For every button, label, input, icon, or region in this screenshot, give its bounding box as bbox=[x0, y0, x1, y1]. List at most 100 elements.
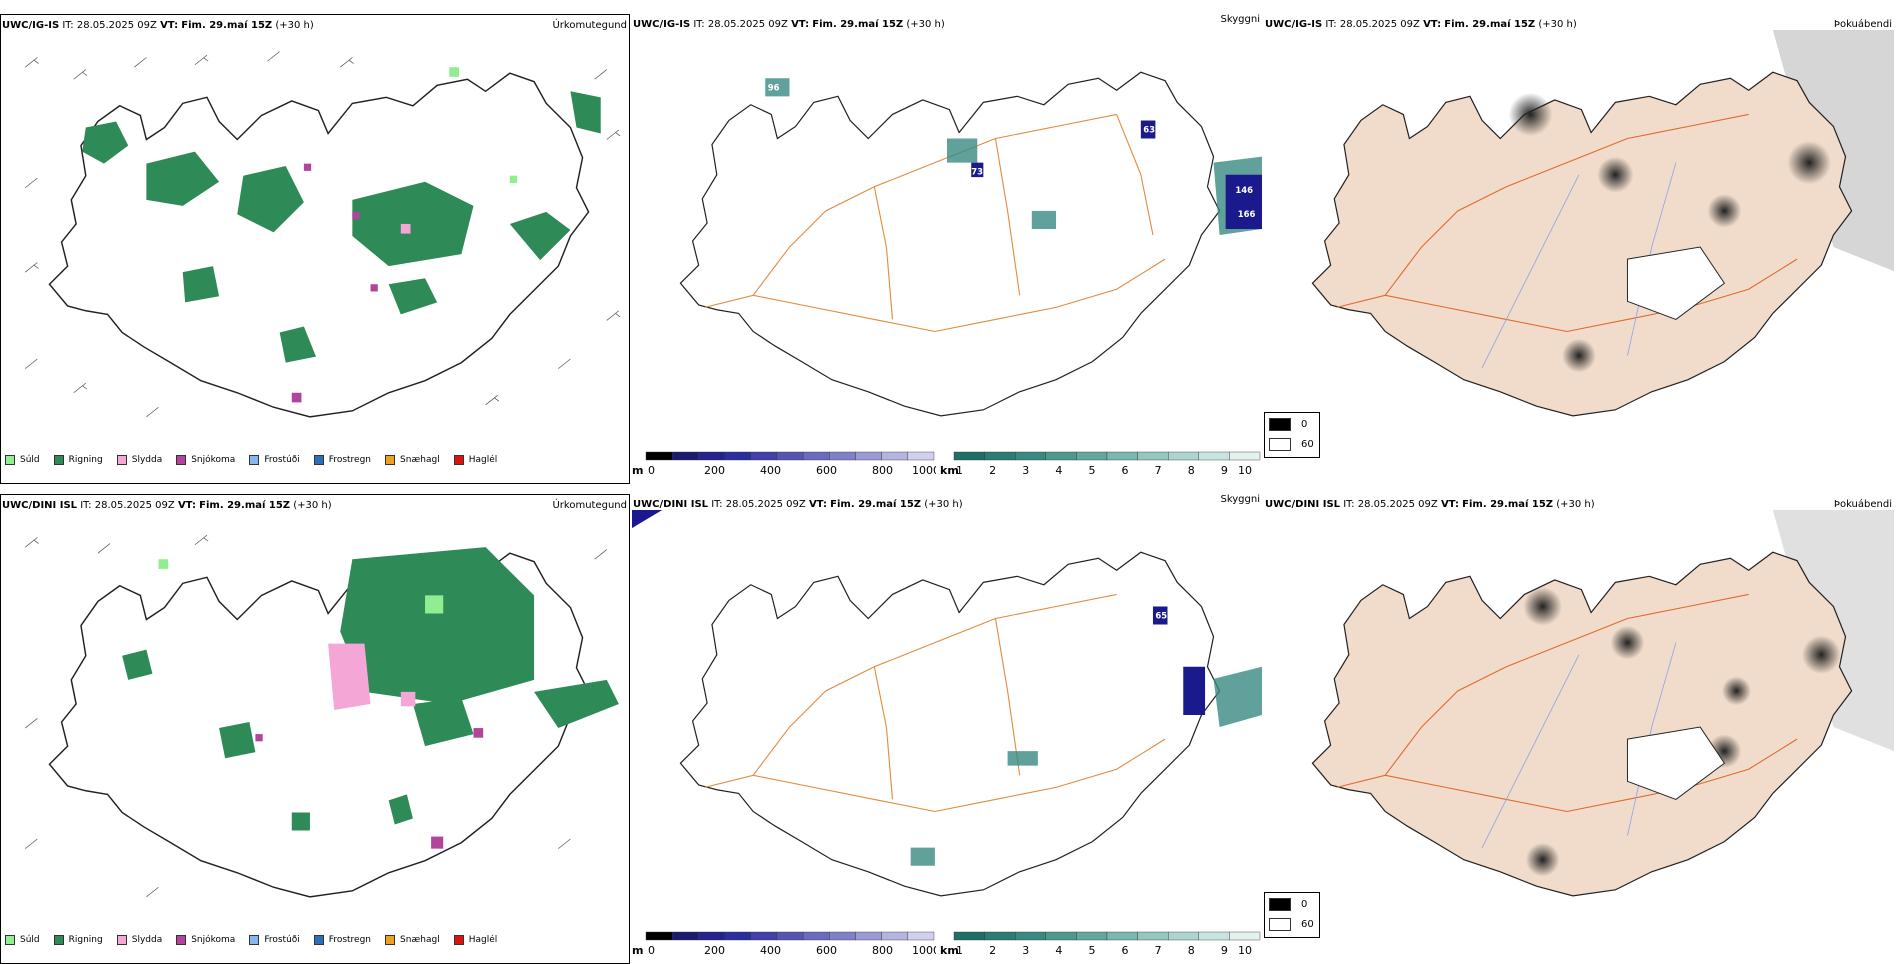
panel-title: Skyggni bbox=[1220, 494, 1260, 505]
legend-item: Slydda bbox=[116, 935, 162, 945]
colorbar-tick: 800 bbox=[872, 464, 893, 477]
colorbar-segment bbox=[1137, 931, 1169, 941]
colorbar-tick: 400 bbox=[760, 944, 781, 957]
legend-item: Frostúði bbox=[249, 455, 300, 465]
colorbar-tick: 2 bbox=[989, 464, 996, 477]
colorbar-segment bbox=[1229, 451, 1261, 461]
legend-item: Snæhagl bbox=[385, 935, 440, 945]
panel-title: Þokuábendi bbox=[1833, 19, 1892, 30]
colorbar-tick: 600 bbox=[816, 944, 837, 957]
height-colorbar: m0 200 400 600 800 1000 bbox=[632, 930, 940, 962]
colorbar-segment bbox=[724, 451, 751, 461]
fog-panel-bottom: UWC/DINI ISL IT: 28.05.2025 09Z VT: Fim.… bbox=[1264, 494, 1894, 964]
cloud-map: 65 70 bbox=[632, 510, 1262, 897]
colorbar-segment bbox=[1198, 931, 1230, 941]
colorbar-segment bbox=[750, 451, 778, 461]
colorbar-tick: 0 bbox=[648, 944, 655, 957]
colorbar-tick: 800 bbox=[872, 944, 893, 957]
colorbar-segment bbox=[1045, 451, 1077, 461]
colorbar-tick: 7 bbox=[1155, 464, 1162, 477]
legend-item: Snjókoma bbox=[176, 935, 235, 945]
height-colorbar-swatches: m0 200 400 600 800 1000 bbox=[632, 451, 940, 477]
colorbar-segment bbox=[645, 451, 673, 461]
colorbar-segment bbox=[953, 931, 985, 941]
cloud-map: 146 166 63 73 96 bbox=[679, 71, 1262, 417]
fog-legend: 0 60 bbox=[1264, 892, 1320, 938]
colorbar-tick: 9 bbox=[1221, 464, 1228, 477]
colorbar-tick: 8 bbox=[1188, 464, 1195, 477]
colorbar-segment bbox=[698, 451, 725, 461]
precip-map bbox=[25, 534, 619, 898]
colorbar-tick: 200 bbox=[704, 944, 725, 957]
colorbar-tick: 7 bbox=[1155, 944, 1162, 957]
colorbar-tick: 10 bbox=[1238, 944, 1252, 957]
legend-item: Frostregn bbox=[313, 455, 371, 465]
cloud-panel-bottom: UWC/DINI ISL IT: 28.05.2025 09Z VT: Fim.… bbox=[632, 494, 1262, 964]
colorbar-segment bbox=[881, 931, 909, 941]
panel-header: UWC/IG-IS IT: 28.05.2025 09Z VT: Fim. 29… bbox=[633, 19, 945, 30]
colorbar-tick: 4 bbox=[1055, 464, 1062, 477]
colorbar-unit: m bbox=[632, 464, 643, 477]
colorbar-segment bbox=[671, 451, 699, 461]
cloud-panel-top: UWC/IG-IS IT: 28.05.2025 09Z VT: Fim. 29… bbox=[632, 14, 1262, 484]
precip-panel-top: UWC/IG-IS IT: 28.05.2025 09Z VT: Fim. 29… bbox=[0, 14, 630, 484]
colorbar-tick: 3 bbox=[1022, 464, 1029, 477]
colorbar-tick: 1000 bbox=[912, 944, 936, 957]
height-colorbar-swatches: m0 200 400 600 800 1000 bbox=[632, 931, 940, 957]
legend-item: Frostúði bbox=[249, 935, 300, 945]
colorbar-segment bbox=[698, 931, 725, 941]
colorbar-segment bbox=[645, 931, 673, 941]
legend-item: Súld bbox=[5, 935, 40, 945]
legend-item: Slydda bbox=[116, 455, 162, 465]
colorbar-tick: 2 bbox=[989, 944, 996, 957]
colorbar-tick: 3 bbox=[1022, 944, 1029, 957]
panel-header: UWC/IG-IS IT: 28.05.2025 09Z VT: Fim. 29… bbox=[2, 20, 314, 31]
colorbar-segment bbox=[1167, 931, 1199, 941]
precip-panel-bottom: UWC/DINI ISL IT: 28.05.2025 09Z VT: Fim.… bbox=[0, 494, 630, 964]
colorbar-segment bbox=[1076, 451, 1108, 461]
colorbar-segment bbox=[881, 451, 909, 461]
legend-item: Snjókoma bbox=[176, 455, 235, 465]
panel-header: UWC/IG-IS IT: 28.05.2025 09Z VT: Fim. 29… bbox=[1265, 19, 1577, 30]
colorbar-segment bbox=[1198, 451, 1230, 461]
precip-map bbox=[25, 51, 621, 418]
colorbar-tick: 400 bbox=[760, 464, 781, 477]
cloud-label: 65 bbox=[1155, 611, 1167, 621]
colorbar-segment bbox=[855, 931, 882, 941]
panel-header: UWC/DINI ISL IT: 28.05.2025 09Z VT: Fim.… bbox=[1265, 499, 1595, 510]
legend-item: Frostregn bbox=[313, 935, 371, 945]
colorbar-segment bbox=[829, 931, 856, 941]
colorbar-segment bbox=[1229, 931, 1261, 941]
fog-map bbox=[1311, 510, 1894, 897]
legend-item: Rigning bbox=[53, 935, 103, 945]
colorbar-segment bbox=[855, 451, 882, 461]
colorbar-segment bbox=[907, 931, 935, 941]
precip-legend: Súld Rigning Slydda Snjókoma Frostúði Fr… bbox=[5, 935, 497, 945]
panel-header: UWC/DINI ISL IT: 28.05.2025 09Z VT: Fim.… bbox=[2, 500, 332, 511]
colorbar-tick: 1000 bbox=[912, 464, 936, 477]
colorbar-segment bbox=[953, 451, 985, 461]
precip-legend: Súld Rigning Slydda Snjókoma Frostúði Fr… bbox=[5, 455, 497, 465]
colorbar-tick: 5 bbox=[1088, 464, 1095, 477]
rain-areas bbox=[82, 91, 601, 363]
legend-item: Rigning bbox=[53, 455, 103, 465]
fog-map bbox=[1311, 30, 1894, 417]
legend-item: Haglél bbox=[453, 455, 497, 465]
cloud-label: 70 bbox=[1092, 589, 1104, 599]
km-colorbar: km 1 2 3 4 5 6 7 8 9 10 bbox=[940, 930, 1262, 962]
colorbar-segment bbox=[1106, 451, 1138, 461]
colorbar-segment bbox=[776, 931, 804, 941]
wind-barbs bbox=[25, 51, 621, 418]
panel-title: Úrkomutegund bbox=[552, 20, 627, 31]
colorbar-tick: 200 bbox=[704, 464, 725, 477]
km-colorbar: km 1 2 3 4 5 6 7 8 9 10 bbox=[940, 450, 1262, 482]
panel-header: UWC/DINI ISL IT: 28.05.2025 09Z VT: Fim.… bbox=[633, 499, 963, 510]
roads bbox=[704, 113, 1166, 333]
colorbar-tick: 1 bbox=[956, 944, 963, 957]
colorbar-segment bbox=[750, 931, 778, 941]
colorbar-tick: 600 bbox=[816, 464, 837, 477]
colorbar-tick: 9 bbox=[1221, 944, 1228, 957]
colorbar-tick: 1 bbox=[956, 464, 963, 477]
colorbar-tick: 4 bbox=[1055, 944, 1062, 957]
colorbar-segment bbox=[1014, 931, 1046, 941]
